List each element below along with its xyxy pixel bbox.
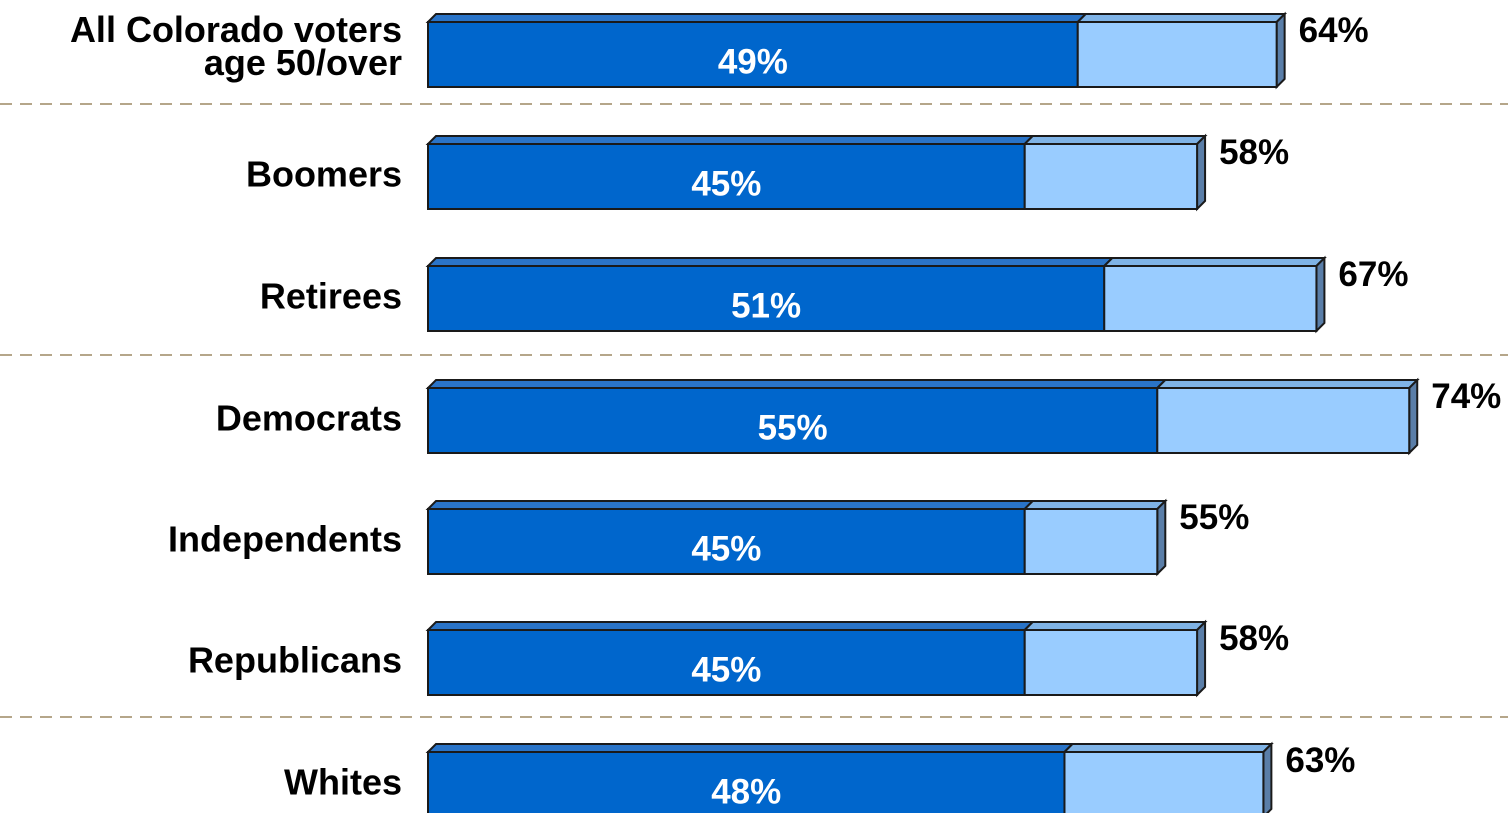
bar-segment-dark [427,508,1026,575]
bar-side-face [1196,133,1207,212]
bar-segment-dark [427,387,1159,454]
bar-value-label: 55% [758,409,828,448]
bar-value-label: 45% [691,651,761,690]
bar-segment-light [1023,143,1199,210]
bar-side-face [1408,377,1419,456]
category-label: Republicans [188,640,402,681]
bar-side-face [1315,255,1326,334]
category-label: Democrats [216,398,402,439]
bar-total-label: 63% [1285,741,1355,780]
bar-dark-top-face [425,743,1075,753]
bar-total-label: 58% [1219,133,1289,172]
category-label-line: All Colorado voters [70,9,402,50]
bar-light-top-face [1075,13,1288,23]
category-label: Boomers [246,154,402,195]
bar-segment-light [1076,21,1278,88]
bar-side-face [1262,741,1273,818]
bar-segment-dark [427,143,1026,210]
bar-light-top-face [1022,135,1208,145]
bar-dark-top-face [425,257,1115,267]
bar-segment-dark [427,265,1106,332]
bar-light-top-face [1022,500,1168,510]
bar-segment-light [1103,265,1318,332]
bar-total-label: 58% [1219,619,1289,658]
bar-dark-top-face [425,500,1036,510]
category-label: Independents [168,519,402,560]
category-label: Retirees [260,276,402,317]
bar-light-top-face [1022,621,1208,631]
bar-value-label: 51% [731,287,801,326]
bar-total-label: 64% [1299,11,1369,50]
bar-dark-top-face [425,379,1168,389]
bar-dark-top-face [425,135,1036,145]
bar-segment-light [1023,629,1199,696]
category-label: Whites [284,762,402,803]
bar-segment-light [1063,751,1265,818]
category-label-line: age 50/over [204,42,402,83]
bar-dark-top-face [425,13,1089,23]
bar-value-label: 49% [718,43,788,82]
bar-segment-light [1023,508,1159,575]
bar-side-face [1275,11,1286,90]
bar-value-label: 48% [711,773,781,812]
bar-segment-light [1156,387,1411,454]
bar-light-top-face [1154,379,1420,389]
bar-value-label: 45% [691,530,761,569]
bar-side-face [1156,498,1167,577]
bar-light-top-face [1101,257,1327,267]
bar-dark-top-face [425,621,1036,631]
bar-value-label: 45% [691,165,761,204]
bar-segment-dark [427,629,1026,696]
bar-total-label: 67% [1338,255,1408,294]
bar-side-face [1196,619,1207,698]
bar-total-label: 74% [1431,377,1501,416]
bar-light-top-face [1062,743,1274,753]
bar-total-label: 55% [1179,498,1249,537]
